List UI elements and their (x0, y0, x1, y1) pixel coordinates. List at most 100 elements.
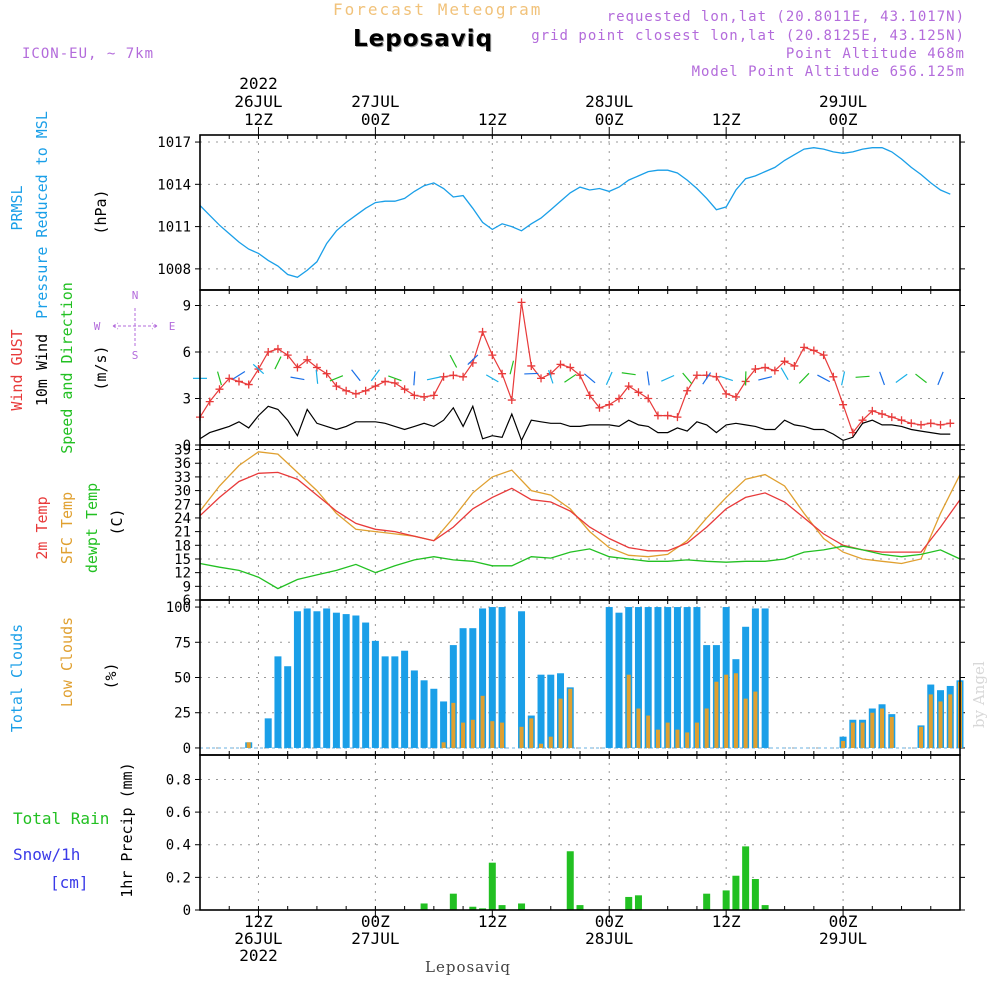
gust-marker (576, 371, 584, 380)
rain-bar (498, 905, 506, 910)
total-cloud-bar (362, 622, 370, 748)
total-cloud-bar (401, 650, 409, 748)
low-cloud-bar (655, 729, 660, 748)
gust-marker (205, 397, 214, 406)
gust-marker (264, 348, 273, 356)
gust-marker (507, 396, 516, 405)
requested-coords: requested lon,lat (20.8011E, 43.1017N) (606, 9, 965, 25)
total-cloud-bar (761, 608, 769, 748)
low-cloud-bar (539, 743, 544, 748)
total-cloud-bar (742, 626, 750, 748)
compass-e: E (169, 320, 176, 333)
gust-marker (683, 386, 692, 395)
temp-dewpt-label: dewpt Temp (83, 483, 101, 573)
total-cloud-bar (469, 628, 477, 748)
wind-direction-arrow (467, 354, 479, 366)
gust-marker (351, 389, 360, 398)
low-cloud-bar (743, 698, 748, 748)
model-point-altitude: Model Point Altitude 656.125m (691, 64, 965, 80)
gust-marker (429, 391, 438, 400)
rain-bar (742, 846, 750, 910)
gust-marker (303, 355, 312, 364)
y-tick-label: 1008 (157, 262, 191, 278)
gust-marker (887, 413, 896, 422)
y-tick-label: 36 (174, 456, 191, 472)
gust-marker (663, 411, 672, 420)
gust-marker (673, 413, 682, 422)
y-tick-label: 0.2 (166, 870, 191, 886)
low-clouds-label: Low Clouds (58, 617, 76, 707)
wind-direction-arrow (798, 372, 810, 384)
gust-marker (556, 360, 565, 369)
gust-marker (917, 420, 926, 429)
low-cloud-bar (733, 673, 738, 748)
gust-marker (225, 374, 234, 383)
dewpt-line (199, 545, 961, 590)
low-cloud-bar (451, 702, 456, 748)
y-tick-label: 24 (174, 511, 191, 527)
time-label-bottom: 29JUL (819, 929, 867, 948)
time-label-bottom: 00Z (361, 912, 390, 931)
gust-marker (234, 377, 243, 386)
low-cloud-bar (568, 688, 573, 748)
rain-bar (566, 851, 574, 910)
gust-marker (498, 369, 507, 378)
y-tick-label: 75 (174, 635, 191, 651)
temp-2m-line (199, 471, 961, 553)
time-label-bottom: 00Z (829, 912, 858, 931)
footer-location: Leposaviq (425, 958, 511, 976)
total-cloud-bar (420, 680, 428, 748)
time-label-top: 27JUL (351, 92, 399, 111)
low-cloud-bar (490, 721, 495, 748)
y-tick-label: 1014 (157, 177, 191, 193)
total-cloud-bar (537, 674, 545, 748)
rain-bar (479, 908, 487, 910)
total-cloud-bar (605, 607, 613, 748)
gust-marker (722, 389, 731, 398)
y-tick-label: 1017 (157, 135, 191, 151)
y-tick-label: 30 (174, 484, 191, 500)
rain-bar (732, 875, 740, 910)
time-label-top: 2022 (239, 74, 278, 93)
total-cloud-bar (391, 656, 399, 748)
gust-marker (751, 365, 760, 374)
gust-marker (381, 377, 390, 386)
wind-direction-arrow (879, 371, 886, 386)
gust-marker (342, 386, 351, 395)
gust-marker (614, 394, 623, 403)
gust-marker (322, 369, 331, 378)
total-cloud-bar (518, 611, 526, 748)
gust-marker (819, 351, 828, 360)
wind-direction-arrow (290, 376, 305, 381)
time-label-bottom: 27JUL (351, 929, 399, 948)
y-tick-label: 0.6 (166, 805, 191, 821)
time-label-top: 12Z (478, 110, 507, 129)
time-label-top: 00Z (361, 110, 390, 129)
low-cloud-bar (870, 712, 875, 748)
time-label-top: 28JUL (585, 92, 633, 111)
low-cloud-bar (938, 701, 943, 748)
low-cloud-bar (441, 742, 446, 748)
gust-marker (839, 400, 848, 409)
wind-unit: (m/s) (92, 345, 110, 390)
total-cloud-bar (430, 688, 438, 748)
low-cloud-bar (841, 740, 846, 748)
time-label-top: 12Z (712, 110, 741, 129)
rain-bar (703, 893, 711, 910)
y-tick-label: 21 (174, 525, 191, 541)
wind-direction-arrow (370, 369, 380, 382)
low-cloud-bar (850, 722, 855, 748)
low-cloud-bar (714, 681, 719, 748)
low-cloud-bar (928, 694, 933, 748)
total-cloud-bar (313, 611, 321, 748)
time-label-bottom: 12Z (712, 912, 741, 931)
gust-marker (585, 391, 594, 400)
y-tick-label: 0 (183, 438, 191, 454)
time-label-top: 26JUL (234, 92, 282, 111)
wind-10m-label: 10m Wind (33, 334, 51, 406)
compass-n: N (132, 289, 139, 302)
total-cloud-bar (693, 607, 701, 748)
precip-axis-label: 1hr Precip (mm) (118, 762, 136, 897)
y-tick-label: 3 (183, 392, 191, 408)
gust-marker (488, 351, 497, 360)
